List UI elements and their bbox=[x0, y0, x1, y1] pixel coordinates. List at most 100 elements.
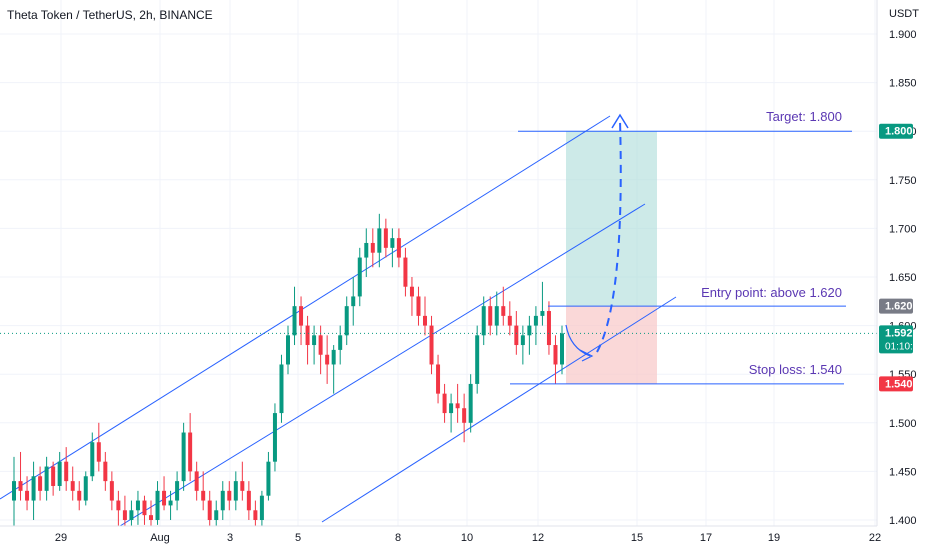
currency-label: USDT bbox=[889, 8, 919, 20]
pullback-arrowhead bbox=[579, 349, 594, 362]
y-tick-label: 1.850 bbox=[889, 78, 917, 90]
candle-body bbox=[338, 335, 343, 350]
candle-body bbox=[429, 325, 434, 365]
candle-body bbox=[540, 311, 545, 316]
candle-body bbox=[377, 228, 382, 253]
candle-body bbox=[501, 306, 506, 316]
candle-body bbox=[207, 500, 212, 520]
trade-zones bbox=[566, 131, 657, 384]
candle-body bbox=[475, 335, 480, 384]
candle-body bbox=[227, 490, 232, 501]
candle-body bbox=[390, 238, 395, 248]
candle-body bbox=[12, 481, 16, 501]
x-tick-label: 19 bbox=[768, 532, 780, 544]
candle-body bbox=[103, 461, 108, 482]
candle-body bbox=[175, 481, 180, 501]
x-tick-label: 15 bbox=[631, 532, 643, 544]
candle-body bbox=[162, 490, 167, 506]
price-badge bbox=[879, 376, 913, 392]
candle-body bbox=[416, 296, 421, 316]
candle-body bbox=[396, 238, 401, 258]
candle-body bbox=[129, 510, 134, 520]
x-tick-label: 5 bbox=[295, 532, 301, 544]
candle-body bbox=[96, 442, 101, 462]
y-tick-label: 1.900 bbox=[889, 29, 917, 41]
candle-body bbox=[31, 476, 36, 501]
candle-body bbox=[279, 364, 284, 414]
candle-body bbox=[181, 432, 186, 482]
price-badge bbox=[879, 325, 913, 354]
candle-body bbox=[240, 481, 245, 491]
candle-body bbox=[272, 413, 277, 462]
x-tick-label: 22 bbox=[869, 532, 881, 544]
price-badge bbox=[879, 298, 913, 314]
channel-line bbox=[0, 115, 611, 500]
candle-body bbox=[468, 383, 473, 423]
candle-body bbox=[514, 325, 519, 346]
candle-body bbox=[38, 476, 43, 491]
candle-body bbox=[305, 325, 310, 346]
candle-body bbox=[57, 461, 62, 486]
x-tick-label: Aug bbox=[150, 532, 170, 544]
candle-body bbox=[351, 296, 356, 307]
candle-body bbox=[560, 333, 564, 365]
projection-arrowhead bbox=[611, 113, 629, 129]
price-badge-label: 1.540 bbox=[885, 378, 913, 390]
price-badge-label: 1.620 bbox=[885, 301, 913, 313]
x-tick-label: 17 bbox=[700, 532, 712, 544]
candle-body bbox=[546, 311, 551, 346]
level-lines: Target: 1.800 Entry point: above 1.620 Sto… bbox=[0, 109, 877, 385]
projection-arrow bbox=[596, 119, 622, 353]
candle-body bbox=[135, 500, 140, 511]
candle-body bbox=[122, 510, 127, 520]
candle-body bbox=[214, 510, 219, 520]
candle-body bbox=[155, 490, 160, 520]
x-tick-label: 10 bbox=[461, 532, 473, 544]
channel-line bbox=[321, 296, 677, 523]
candle-body bbox=[70, 481, 75, 491]
profit-zone bbox=[566, 131, 657, 307]
price-badge-label: 1.592 bbox=[885, 327, 913, 339]
candle-body bbox=[533, 315, 538, 326]
price-axis[interactable]: 1.4001.4501.5001.5501.6001.6501.7001.750… bbox=[876, 0, 917, 527]
y-tick-label: 1.650 bbox=[889, 272, 917, 284]
candle-body bbox=[357, 257, 362, 297]
annotation-label: Stop loss: 1.540 bbox=[749, 362, 842, 377]
candle-body bbox=[318, 335, 323, 355]
candle-body bbox=[292, 306, 297, 336]
candle-body bbox=[246, 490, 251, 511]
candle-body bbox=[149, 515, 153, 520]
candle-body bbox=[455, 403, 460, 409]
x-tick-label: 3 bbox=[227, 532, 233, 544]
symbol-title: Theta Token / TetherUS, 2h, BINANCE bbox=[7, 8, 213, 22]
candlestick-series bbox=[12, 213, 564, 526]
price-badge bbox=[879, 123, 913, 139]
candle-body bbox=[168, 500, 173, 506]
candle-body bbox=[64, 461, 69, 482]
annotation-label: Target: 1.800 bbox=[766, 109, 842, 124]
candle-body bbox=[83, 476, 88, 501]
trend-channel-lines bbox=[0, 115, 677, 526]
candle-body bbox=[259, 495, 264, 520]
annotation-label: Entry point: above 1.620 bbox=[701, 285, 842, 300]
candle-body bbox=[364, 242, 369, 258]
candle-body bbox=[442, 393, 447, 414]
candle-body bbox=[409, 286, 414, 297]
candle-body bbox=[25, 490, 30, 501]
time-axis[interactable]: 29 Aug 3 5 8 10 12 15 17 19 22 bbox=[0, 525, 881, 544]
price-badge-label: 1.800 bbox=[885, 126, 913, 138]
candle-body bbox=[90, 442, 95, 477]
candle-body bbox=[18, 481, 23, 491]
candle-body bbox=[286, 335, 290, 365]
candle-body bbox=[481, 306, 486, 336]
candle-body bbox=[312, 335, 317, 346]
candle-body bbox=[494, 306, 499, 326]
candle-body bbox=[116, 500, 121, 511]
candle-body bbox=[325, 354, 330, 365]
candle-body bbox=[142, 500, 147, 516]
candle-body bbox=[423, 315, 427, 326]
candle-body bbox=[331, 349, 336, 365]
candle-body bbox=[527, 325, 532, 336]
candle-body bbox=[109, 481, 114, 501]
